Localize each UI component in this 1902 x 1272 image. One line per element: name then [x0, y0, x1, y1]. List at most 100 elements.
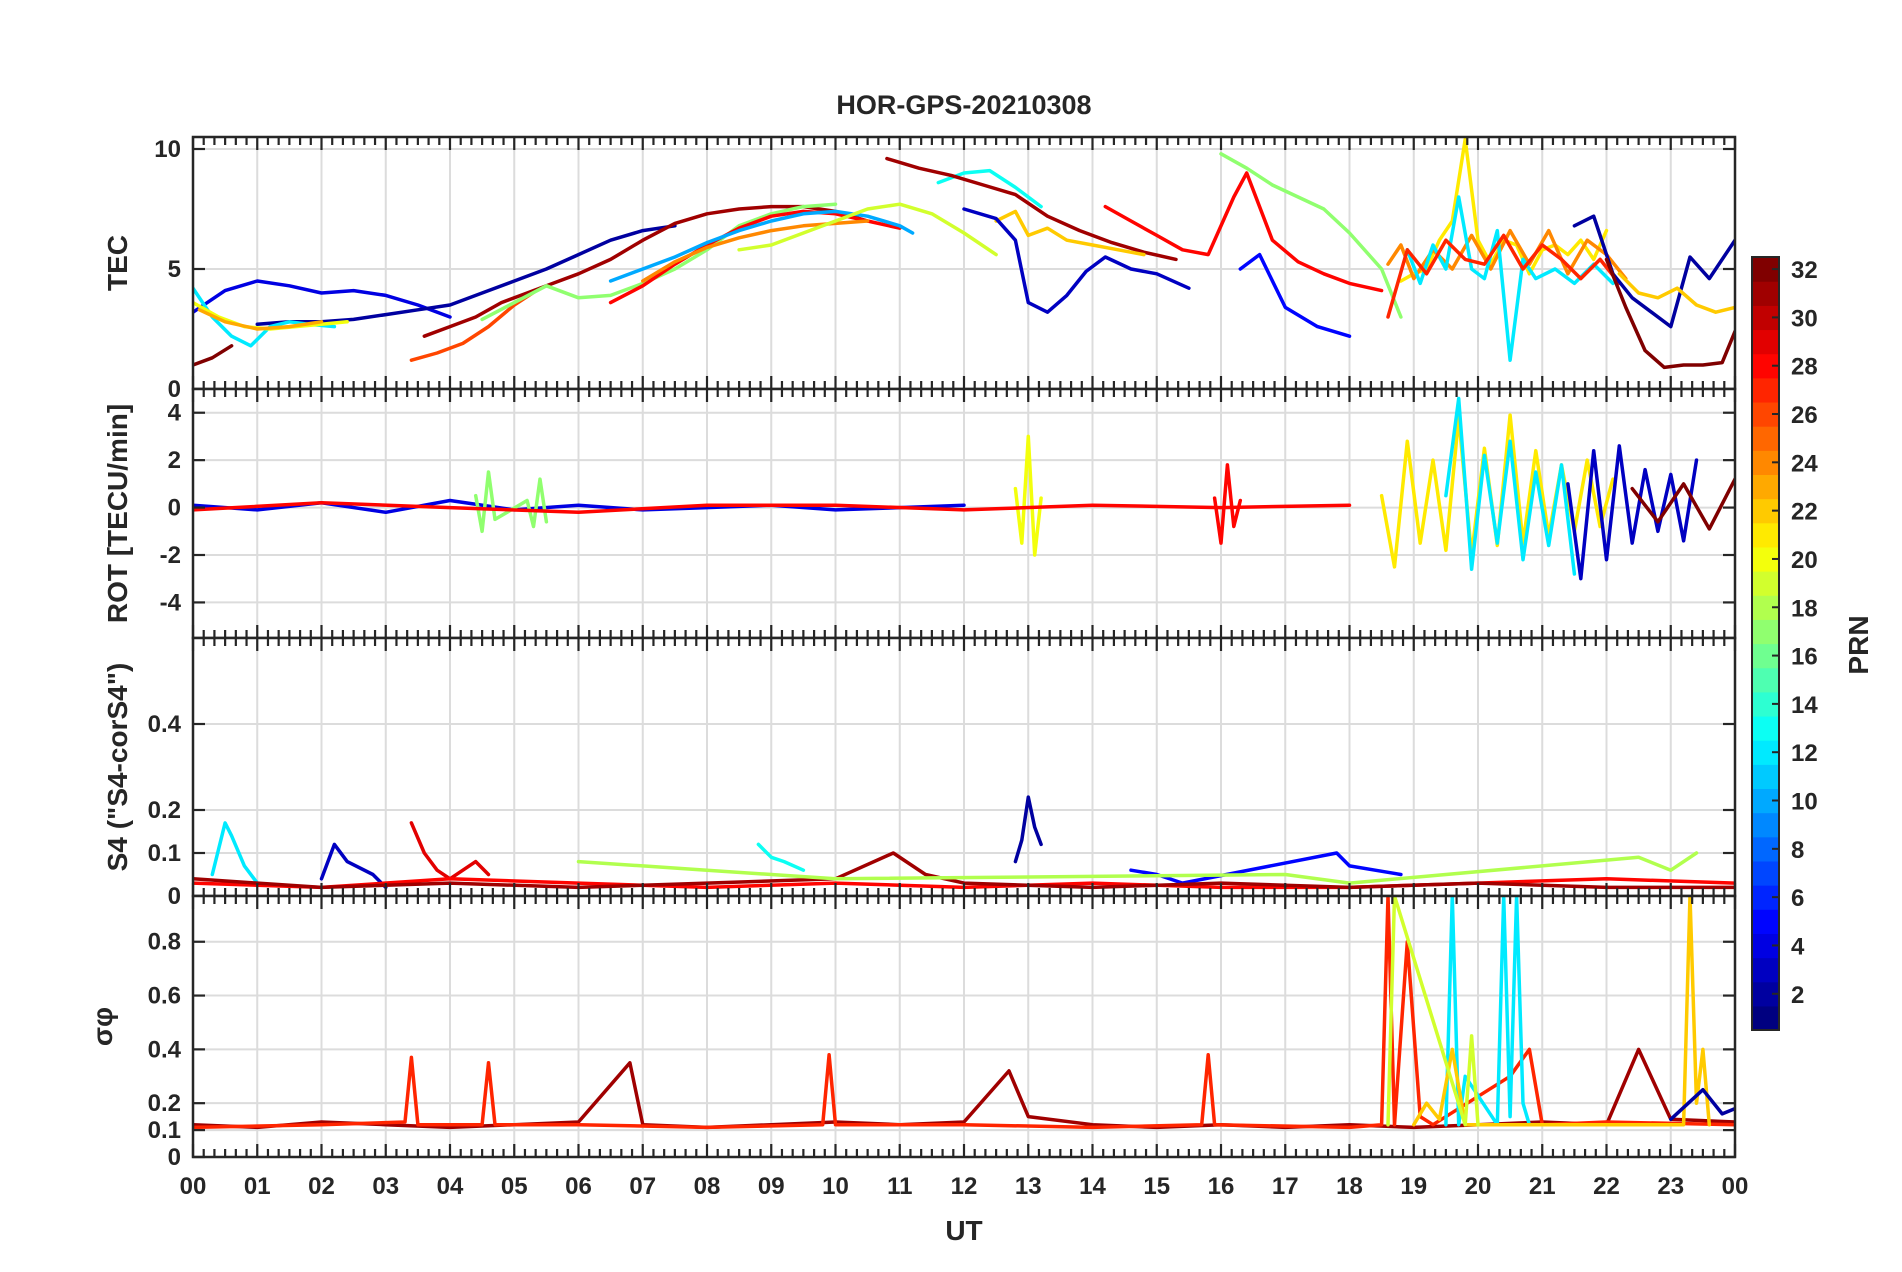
x-tick-label: 20 — [1465, 1173, 1492, 1200]
colorbar-tick-label: 26 — [1791, 402, 1818, 429]
series-line-prn-18 — [576, 851, 1699, 885]
y-tick-label: 0 — [168, 1144, 181, 1171]
series-line-prn-32 — [1604, 257, 1735, 370]
ticks: 00.10.2 0.4 0.6 0.8 — [148, 896, 1737, 1171]
panel-s4: 0 0.1 0.2 0.4 S4 ("S4-corS4") — [102, 636, 1737, 910]
colorbar-tick-label: 30 — [1791, 305, 1818, 332]
series-line-prn-2 — [1572, 214, 1735, 329]
x-tick-label: 12 — [951, 1173, 978, 1200]
y-tick-label: 0.2 — [148, 797, 181, 824]
colorbar-tick-label: 10 — [1791, 789, 1818, 816]
x-tick-label: 00 — [180, 1173, 207, 1200]
series-line-prn-2 — [1013, 795, 1043, 864]
series-group — [193, 137, 1735, 370]
series-line-prn-4 — [193, 279, 452, 319]
series-line-prn-17 — [1219, 152, 1403, 319]
series-line-prn-3 — [319, 842, 388, 890]
y-tick-label: 0.2 — [148, 1090, 181, 1117]
series-line-prn-31 — [422, 204, 870, 338]
series-line-prn-32 — [1630, 477, 1735, 531]
colorbar-tick-label: 32 — [1791, 257, 1818, 284]
colorbar-tick-label: 16 — [1791, 644, 1818, 671]
x-tick-label: 03 — [372, 1173, 399, 1200]
y-tick-label: 0 — [168, 495, 181, 522]
y-tick-label: 0.8 — [148, 929, 181, 956]
colorbar-tick-label: 14 — [1791, 692, 1818, 719]
colorbar-tick-label: 2 — [1791, 982, 1804, 1009]
series-line-prn-31 — [885, 156, 1178, 262]
y-tick-label: 0 — [168, 376, 181, 403]
ticks: 0 0.1 0.2 0.4 — [148, 638, 1737, 910]
x-tick-label: 07 — [629, 1173, 656, 1200]
y-tick-label: 0.6 — [148, 983, 181, 1010]
colorbar-tick-label: 22 — [1791, 499, 1818, 526]
chart-title: HOR-GPS-20210308 — [836, 90, 1091, 120]
colorbar-tick-label: 6 — [1791, 885, 1804, 912]
y-tick-label: 0.4 — [148, 711, 182, 738]
y-tick-label: 2 — [168, 447, 181, 474]
x-tick-label: 22 — [1593, 1173, 1620, 1200]
colorbar-swatch — [1752, 909, 1779, 934]
x-tick-label: 18 — [1336, 1173, 1363, 1200]
series-line-prn-19 — [737, 202, 998, 257]
series-line-prn-12 — [1444, 396, 1577, 576]
y-tick-label: -2 — [160, 542, 181, 569]
x-tick-label: 04 — [437, 1173, 464, 1200]
colorbar-swatch — [1752, 860, 1779, 886]
colorbar-tick-label: 24 — [1791, 450, 1818, 477]
series-line-prn-2 — [255, 224, 677, 326]
colorbar-swatch — [1752, 1005, 1779, 1031]
colorbar-swatch — [1752, 474, 1779, 500]
colorbar-swatch — [1752, 812, 1779, 838]
panel-sigma_phi: 00.10.2 0.4 0.6 0.8 σφ — [87, 894, 1737, 1171]
series-line-prn-12 — [210, 821, 260, 885]
colorbar-tick-label: 28 — [1791, 354, 1818, 381]
series-line-prn-20 — [1013, 434, 1043, 557]
x-tick-label: 11 — [887, 1173, 912, 1200]
series-line-prn-28 — [1212, 463, 1243, 545]
series-line-prn-22 — [994, 209, 1146, 257]
y-axis-label-tec: TEC — [102, 235, 133, 291]
x-tick-label: 10 — [822, 1173, 849, 1200]
colorbar-tick-label: 12 — [1791, 740, 1818, 767]
x-tick-label: 21 — [1529, 1173, 1556, 1200]
series-group — [193, 396, 1735, 581]
x-tick-label: 19 — [1400, 1173, 1427, 1200]
ticks: -4 -2 0 2 4 — [160, 389, 1737, 638]
series-line-prn-12 — [1444, 896, 1532, 1127]
series-line-prn-10 — [608, 209, 915, 283]
x-tick-label: 05 — [501, 1173, 528, 1200]
x-tick-label: 01 — [244, 1173, 271, 1200]
series-group — [193, 896, 1735, 1130]
x-tick-label: 06 — [565, 1173, 592, 1200]
y-tick-label: -4 — [160, 589, 182, 616]
x-tick-labels: 00 01 02 03 04 05 06 07 08 09 10 11 12 13 14 15 16 17 18 19… — [180, 1173, 1749, 1200]
series-line-prn-28 — [608, 209, 902, 305]
colorbar-tick-label: 4 — [1791, 933, 1805, 960]
x-tick-label: 17 — [1272, 1173, 1299, 1200]
series-line-prn-28 — [193, 501, 1352, 515]
series-line-prn-22 — [1617, 272, 1735, 314]
colorbar-swatch — [1752, 957, 1779, 983]
colorbar-swatch — [1752, 377, 1779, 403]
x-tick-label: 14 — [1079, 1173, 1106, 1200]
x-tick-label: 08 — [694, 1173, 721, 1200]
panel-rot: -4 -2 0 2 4 ROT [TECU/min] — [102, 387, 1737, 640]
series-line-prn-31 — [193, 851, 1735, 890]
series-line-prn-23 — [197, 308, 324, 331]
x-tick-label: 13 — [1015, 1173, 1042, 1200]
series-line-prn-27 — [1386, 233, 1622, 319]
x-tick-label: 23 — [1657, 1173, 1684, 1200]
x-tick-label: 15 — [1143, 1173, 1170, 1200]
series-line-prn-3 — [962, 207, 1191, 314]
colorbar-swatch — [1752, 571, 1779, 596]
x-tick-label: 16 — [1208, 1173, 1235, 1200]
series-line-prn-29 — [409, 821, 491, 881]
colorbar-frame — [1751, 256, 1780, 1031]
colorbar-swatch — [1752, 667, 1779, 693]
y-axis-label-rot: ROT [TECU/min] — [102, 404, 133, 623]
y-tick-label: 0.1 — [148, 1117, 181, 1144]
